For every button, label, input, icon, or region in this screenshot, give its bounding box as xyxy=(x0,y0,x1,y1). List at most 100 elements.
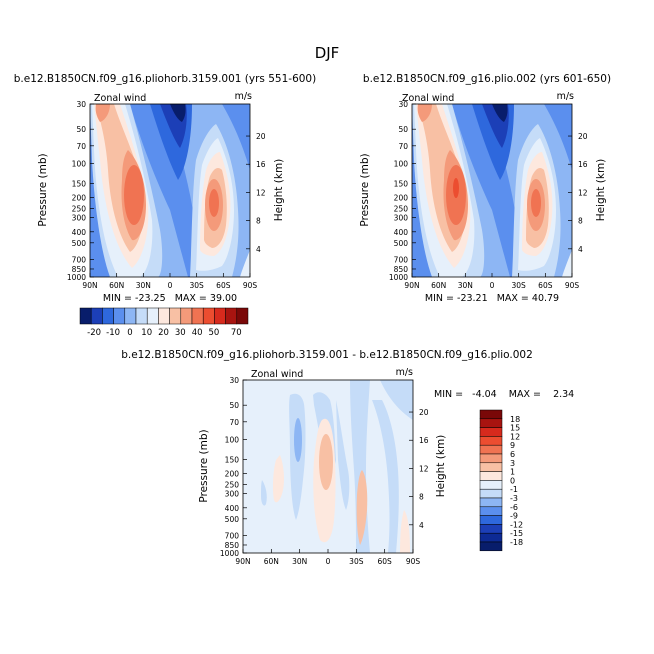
p1-ytick-label: 400 xyxy=(72,228,87,237)
colorbar-diff-swatch xyxy=(479,418,503,428)
p2-l-pos-core xyxy=(453,178,459,198)
colorbar-diff-swatch xyxy=(479,515,503,525)
p2-ytick-label: 70 xyxy=(398,142,408,151)
p3-left-pos xyxy=(272,455,284,503)
colorbar-top-swatch xyxy=(214,307,226,325)
colorbar-top-swatch xyxy=(113,307,126,325)
p1-xtick-label: 0 xyxy=(168,281,173,290)
panel-1-ylabel: Pressure (mb) xyxy=(37,153,49,226)
panel-3-units: m/s xyxy=(396,367,413,378)
p3-xtick-label: 30N xyxy=(292,557,307,566)
p1-ytick-label: 150 xyxy=(72,179,87,188)
panel-2: b.e12.B1850CN.f09_g16.plio.002 (yrs 601-… xyxy=(359,73,611,304)
p3-ytick-label: 250 xyxy=(225,481,240,490)
p2-bottom-right xyxy=(562,250,572,277)
p3-xtick-label: 90S xyxy=(406,557,421,566)
colorbar-top-swatch xyxy=(135,307,148,325)
colorbar-diff-label: 15 xyxy=(510,424,520,433)
p3-ytick-right-label: 4 xyxy=(419,521,424,530)
panel-3-left-label: Zonal wind xyxy=(251,369,303,380)
p3-neg-band-3 xyxy=(336,400,350,510)
colorbar-top-swatch xyxy=(102,307,114,325)
p1-ytick-label: 300 xyxy=(72,214,87,223)
p3-xtick-label: 60N xyxy=(264,557,279,566)
panel-3-x-ticks: 90N 60N 30N 0 30S 60S 90S xyxy=(235,549,420,566)
colorbar-top: -20 -10 0 10 20 30 40 50 70 xyxy=(79,307,249,338)
p3-left-edge xyxy=(243,380,256,460)
panel-2-ylabel: Pressure (mb) xyxy=(359,153,371,226)
p2-ytick-label: 500 xyxy=(394,239,409,248)
colorbar-top-label: 0 xyxy=(127,328,132,338)
colorbar-top-label: -20 xyxy=(87,328,101,338)
colorbar-diff-label: 1 xyxy=(510,468,515,477)
panel-2-contours xyxy=(412,104,572,277)
panel-3-title: b.e12.B1850CN.f09_g16.pliohorb.3159.001 … xyxy=(121,349,533,361)
panel-2-stats: MIN = -23.21 MAX = 40.79 xyxy=(425,293,559,304)
p2-ytick-label: 50 xyxy=(398,125,408,134)
colorbar-top-label: 70 xyxy=(231,328,242,338)
colorbar-diff-label: 18 xyxy=(510,415,520,424)
colorbar-diff-label: 12 xyxy=(510,432,520,441)
panel-1-title: b.e12.B1850CN.f09_g16.pliohorb.3159.001 … xyxy=(14,73,316,85)
p2-ytick-label: 100 xyxy=(394,159,409,168)
colorbar-top-swatch xyxy=(169,307,182,325)
panel-3-ylabel: Pressure (mb) xyxy=(198,429,210,502)
p2-upper-core xyxy=(492,104,508,122)
colorbar-diff-swatch xyxy=(479,506,503,516)
colorbar-top-swatch xyxy=(146,307,159,325)
p1-ytick-right-label: 20 xyxy=(256,132,266,141)
p2-right-neg xyxy=(544,104,572,170)
p2-ytick-label: 1000 xyxy=(389,273,408,282)
p3-xtick-label: 90N xyxy=(235,557,250,566)
colorbar-top-label: 40 xyxy=(192,328,203,338)
panel-2-left-label: Zonal wind xyxy=(402,93,454,104)
p3-top-right-neg xyxy=(380,380,413,420)
colorbar-diff-swatch xyxy=(479,462,503,472)
colorbar-top-swatch xyxy=(90,307,103,325)
p2-xtick-label: 90N xyxy=(404,281,419,290)
p2-xtick-label: 30N xyxy=(458,281,473,290)
p1-ytick-label: 250 xyxy=(72,205,87,214)
colorbar-diff-label: -18 xyxy=(510,538,523,547)
colorbar-diff-label: -6 xyxy=(510,503,518,512)
p3-ytick-label: 30 xyxy=(229,376,239,385)
p1-right-neg xyxy=(222,104,250,170)
p2-ytick-right-label: 4 xyxy=(578,245,583,254)
p2-ytick-right-label: 16 xyxy=(578,160,588,169)
p2-xtick-label: 30S xyxy=(512,281,527,290)
p1-xtick-label: 90S xyxy=(243,281,258,290)
p2-eq-neg xyxy=(452,104,521,277)
p3-ytick-label: 700 xyxy=(225,531,240,540)
figure-title: DJF xyxy=(315,44,340,62)
p2-ytick-label: 150 xyxy=(394,179,409,188)
p1-ytick-right-label: 16 xyxy=(256,160,266,169)
p3-pos-center-1 xyxy=(319,434,333,490)
p3-ytick-right-label: 12 xyxy=(419,464,429,473)
panel-1-contours xyxy=(90,104,250,277)
panel-3-contours xyxy=(243,380,413,553)
panel-1-y-ticks-right: 20 16 12 8 4 xyxy=(246,132,266,254)
p2-xtick-label: 60N xyxy=(431,281,446,290)
p1-ytick-label: 1000 xyxy=(67,273,86,282)
panel-1: b.e12.B1850CN.f09_g16.pliohorb.3159.001 … xyxy=(14,73,316,304)
p1-bottom-right xyxy=(240,250,250,277)
p2-top-left-max xyxy=(417,104,432,122)
colorbar-top-swatch xyxy=(79,307,92,325)
p3-ytick-label: 100 xyxy=(225,435,240,444)
panel-3-ylabel-right: Height (km) xyxy=(435,435,447,498)
p1-ytick-right-label: 12 xyxy=(256,188,266,197)
panel-2-y-ticks-right: 20 16 12 8 4 xyxy=(568,132,588,254)
p1-xtick-label: 60S xyxy=(216,281,231,290)
p2-ytick-right-label: 12 xyxy=(578,188,588,197)
p1-ytick-label: 500 xyxy=(72,239,87,248)
panel-1-ylabel-right: Height (km) xyxy=(273,159,285,222)
p1-ytick-label: 30 xyxy=(76,100,86,109)
p3-ytick-label: 850 xyxy=(225,541,240,550)
colorbar-top-swatch xyxy=(180,307,193,325)
colorbar-diff-swatch xyxy=(479,480,503,490)
colorbar-top-label: 50 xyxy=(209,328,220,338)
colorbar-diff-swatch xyxy=(479,497,503,508)
